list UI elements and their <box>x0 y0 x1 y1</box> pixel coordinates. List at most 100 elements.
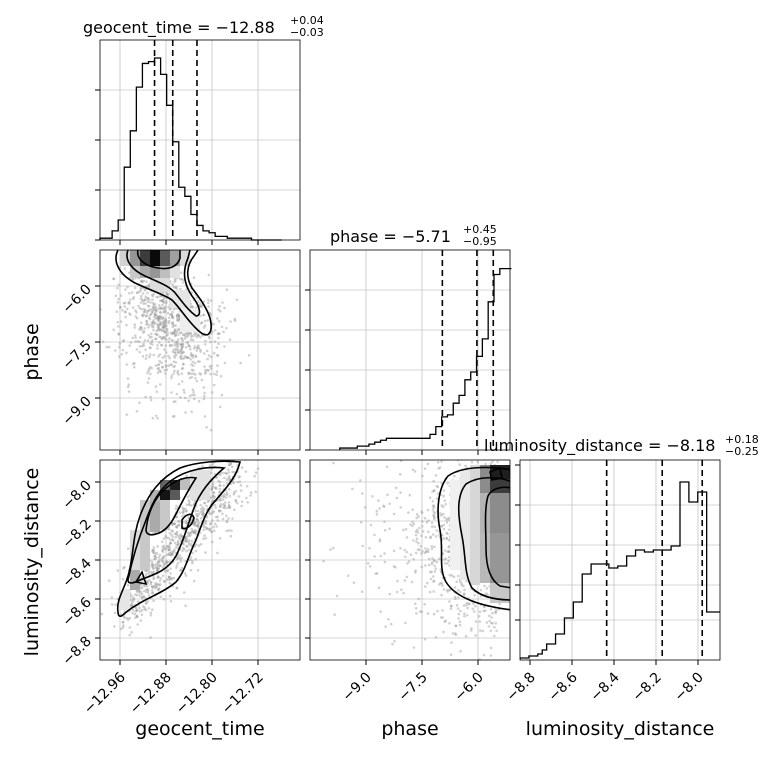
scatter-point <box>185 544 188 548</box>
scatter-point <box>193 361 197 365</box>
scatter-point <box>174 334 178 337</box>
scatter-point <box>457 596 460 599</box>
scatter-point <box>443 558 446 561</box>
scatter-point <box>209 340 212 344</box>
scatter-point <box>446 517 450 520</box>
scatter-point <box>149 342 152 345</box>
scatter-point <box>187 371 190 375</box>
scatter-point <box>239 455 242 458</box>
scatter-point <box>139 301 143 304</box>
scatter-point <box>478 620 482 623</box>
contour-line <box>126 250 201 317</box>
tick-label-luminosity-y: −8.4 <box>59 555 94 590</box>
scatter-point <box>414 533 418 537</box>
scatter-point <box>189 568 193 572</box>
title-phase-plus: +0.45 <box>463 223 497 236</box>
scatter-point <box>179 342 183 346</box>
scatter-point <box>127 300 131 304</box>
scatter-point <box>184 396 187 400</box>
hist-luminosity <box>520 481 720 660</box>
scatter-point <box>213 340 217 343</box>
density-cell <box>450 480 460 570</box>
scatter-point <box>134 609 138 613</box>
scatter-point <box>149 614 153 617</box>
scatter-point <box>107 345 111 349</box>
scatter-point <box>399 546 402 550</box>
scatter-point <box>210 364 213 368</box>
scatter-point <box>420 510 424 513</box>
scatter-point <box>440 593 443 597</box>
scatter-point <box>169 344 172 348</box>
scatter-point <box>138 306 142 310</box>
scatter-point <box>432 504 436 507</box>
scatter-point <box>159 315 163 319</box>
scatter-point <box>142 307 146 311</box>
scatter-point <box>172 332 176 335</box>
scatter-point <box>430 570 433 574</box>
scatter-point <box>458 463 462 466</box>
panel-hist-phase: phase = −5.71 +0.45 −0.95 <box>305 223 512 455</box>
scatter-point <box>188 539 191 542</box>
scatter-point <box>183 391 186 394</box>
scatter-point <box>494 621 498 625</box>
scatter-point <box>146 284 149 288</box>
scatter-point <box>180 343 183 347</box>
scatter-point <box>171 523 174 527</box>
scatter-point <box>202 313 205 317</box>
scatter-point <box>171 316 174 320</box>
scatter-point <box>193 522 196 526</box>
scatter-point <box>184 332 187 336</box>
scatter-point <box>170 314 174 318</box>
scatter-point <box>164 372 167 375</box>
scatter-point <box>196 525 200 528</box>
scatter-point <box>202 537 205 540</box>
scatter-point <box>164 330 167 334</box>
scatter-point <box>218 484 221 487</box>
scatter-point <box>205 349 209 353</box>
grid-hist-luminosity <box>520 460 720 660</box>
scatter-point <box>161 325 164 328</box>
scatter-point <box>116 320 119 324</box>
scatter-point <box>228 506 231 510</box>
scatter-point <box>114 603 117 607</box>
scatter-point <box>473 435 476 438</box>
scatter-point <box>157 566 160 570</box>
scatter-point <box>146 588 150 592</box>
scatter-point <box>470 428 473 431</box>
scatter-point <box>223 361 227 365</box>
scatter-point <box>152 307 156 311</box>
scatter-point <box>156 344 159 347</box>
scatter-point <box>474 634 478 637</box>
scatter-point <box>194 558 197 561</box>
scatter-point <box>479 588 483 592</box>
scatter-point <box>114 294 118 298</box>
scatter-point <box>222 495 226 498</box>
scatter-point <box>225 491 229 495</box>
scatter-point <box>205 516 209 519</box>
scatter-point <box>131 278 134 281</box>
scatter-point <box>470 627 473 630</box>
scatter-point <box>146 580 149 583</box>
scatter-point <box>156 576 159 580</box>
scatter-point <box>142 595 146 598</box>
scatter-point <box>196 333 200 337</box>
scatter-point <box>196 521 200 524</box>
scatter-point <box>212 525 215 529</box>
scatter-point <box>232 481 235 485</box>
scatter-point <box>147 591 150 594</box>
scatter-point <box>116 301 120 304</box>
scatter-point <box>176 371 179 375</box>
scatter-point <box>214 515 218 519</box>
scatter-point <box>191 551 194 555</box>
scatter-point <box>155 329 158 333</box>
scatter-point <box>173 548 176 551</box>
scatter-point <box>177 542 180 546</box>
scatter-point <box>442 588 446 591</box>
scatter-point <box>175 314 179 318</box>
scatter-point <box>147 594 151 597</box>
scatter-point <box>138 328 141 331</box>
scatter-point <box>438 583 441 586</box>
scatter-point <box>130 291 134 294</box>
scatter-point <box>180 347 184 350</box>
scatter-point <box>187 399 190 403</box>
